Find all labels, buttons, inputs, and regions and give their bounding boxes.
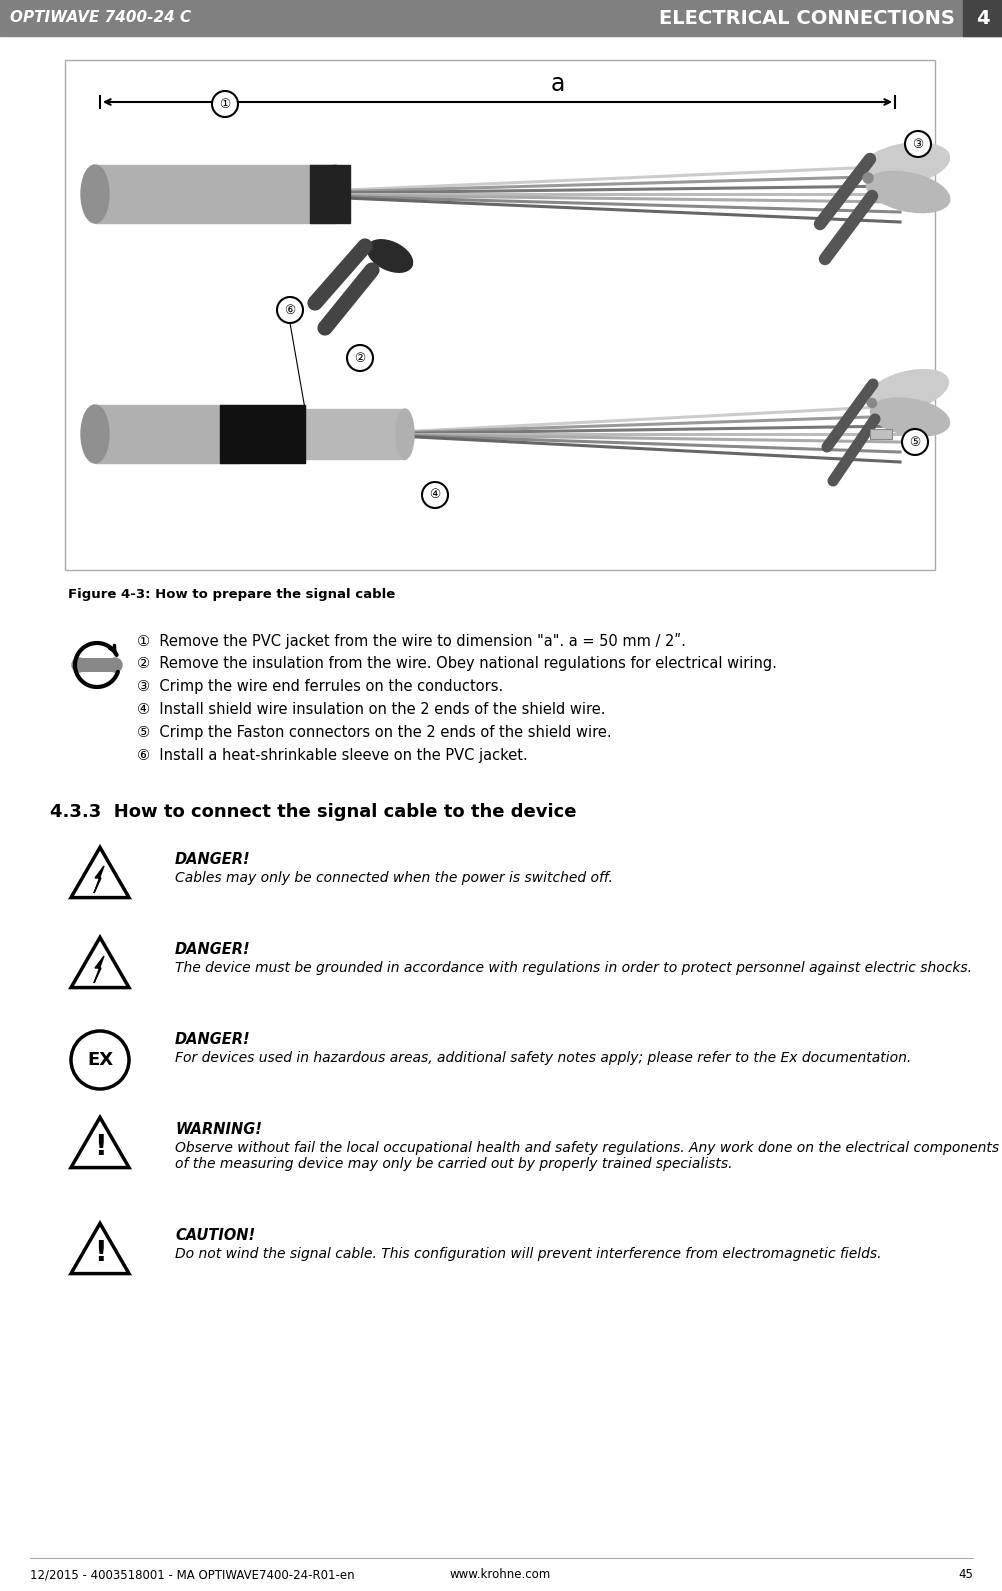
Circle shape [901, 430, 927, 455]
Text: ①: ① [219, 97, 230, 110]
Text: 45: 45 [957, 1569, 972, 1581]
Ellipse shape [865, 369, 948, 412]
Text: ⑥: ⑥ [285, 304, 296, 317]
Bar [869, 430, 891, 439]
Bar [95, 406, 239, 463]
Circle shape [347, 345, 373, 371]
Circle shape [211, 91, 237, 118]
Text: 4: 4 [975, 8, 989, 27]
Text: ELECTRICAL CONNECTIONS: ELECTRICAL CONNECTIONS [658, 8, 954, 27]
Bar [0, 0, 1002, 37]
Text: !: ! [93, 1133, 106, 1161]
Text: ②: ② [354, 352, 366, 364]
Bar [219, 406, 305, 463]
Ellipse shape [81, 406, 109, 463]
Text: DANGER!: DANGER! [174, 853, 250, 867]
Text: Cables may only be connected when the power is switched off.: Cables may only be connected when the po… [174, 870, 612, 885]
Bar [305, 409, 405, 458]
Text: For devices used in hazardous areas, additional safety notes apply; please refer: For devices used in hazardous areas, add… [174, 1052, 911, 1064]
Text: ②  Remove the insulation from the wire. Obey national regulations for electrical: ② Remove the insulation from the wire. O… [137, 655, 777, 671]
Text: WARNING!: WARNING! [174, 1122, 262, 1138]
Text: OPTIWAVE 7400-24 C: OPTIWAVE 7400-24 C [10, 11, 191, 25]
Polygon shape [71, 848, 129, 897]
Ellipse shape [81, 165, 109, 223]
Ellipse shape [72, 659, 86, 671]
Text: Do not wind the signal cable. This configuration will prevent interference from : Do not wind the signal cable. This confi… [174, 1247, 881, 1262]
Circle shape [862, 173, 872, 183]
Text: ④: ④ [429, 488, 440, 501]
Text: a: a [550, 72, 564, 95]
Bar [310, 165, 350, 223]
Polygon shape [71, 937, 129, 988]
Ellipse shape [108, 659, 122, 671]
Text: Figure 4-3: How to prepare the signal cable: Figure 4-3: How to prepare the signal ca… [68, 589, 395, 601]
Text: ⑥  Install a heat-shrinkable sleeve on the PVC jacket.: ⑥ Install a heat-shrinkable sleeve on th… [137, 748, 527, 764]
Text: CAUTION!: CAUTION! [174, 1228, 255, 1243]
Bar [79, 659, 115, 671]
Ellipse shape [367, 240, 412, 272]
Text: ④  Install shield wire insulation on the 2 ends of the shield wire.: ④ Install shield wire insulation on the … [137, 702, 605, 718]
Text: 4.3.3  How to connect the signal cable to the device: 4.3.3 How to connect the signal cable to… [50, 803, 576, 821]
Ellipse shape [860, 143, 949, 185]
Circle shape [422, 482, 448, 508]
Text: DANGER!: DANGER! [174, 942, 250, 958]
Text: EX: EX [87, 1052, 113, 1069]
Text: Observe without fail the local occupational health and safety regulations. Any w: Observe without fail the local occupatio… [174, 1141, 998, 1171]
Circle shape [71, 1031, 129, 1088]
Bar [962, 0, 1002, 37]
Polygon shape [71, 1117, 129, 1168]
Ellipse shape [870, 398, 949, 436]
Text: ⑤: ⑤ [909, 436, 920, 449]
Circle shape [277, 298, 303, 323]
Text: !: ! [93, 1239, 106, 1266]
Ellipse shape [324, 165, 346, 223]
Ellipse shape [396, 409, 414, 458]
Text: www.krohne.com: www.krohne.com [449, 1569, 550, 1581]
Text: DANGER!: DANGER! [174, 1033, 250, 1047]
Ellipse shape [866, 172, 949, 213]
Bar [65, 60, 934, 570]
Text: ③: ③ [912, 137, 923, 151]
Polygon shape [94, 956, 104, 983]
Text: ⑤  Crimp the Faston connectors on the 2 ends of the shield wire.: ⑤ Crimp the Faston connectors on the 2 e… [137, 725, 611, 740]
Bar [95, 165, 335, 223]
Circle shape [904, 130, 930, 158]
Text: 12/2015 - 4003518001 - MA OPTIWAVE7400-24-R01-en: 12/2015 - 4003518001 - MA OPTIWAVE7400-2… [30, 1569, 355, 1581]
Text: The device must be grounded in accordance with regulations in order to protect p: The device must be grounded in accordanc… [174, 961, 971, 975]
Circle shape [867, 398, 876, 407]
Text: ③  Crimp the wire end ferrules on the conductors.: ③ Crimp the wire end ferrules on the con… [137, 679, 503, 694]
Text: ①  Remove the PVC jacket from the wire to dimension "a". a = 50 mm / 2ʺ.: ① Remove the PVC jacket from the wire to… [137, 633, 685, 649]
Polygon shape [71, 1223, 129, 1273]
Polygon shape [94, 866, 104, 893]
